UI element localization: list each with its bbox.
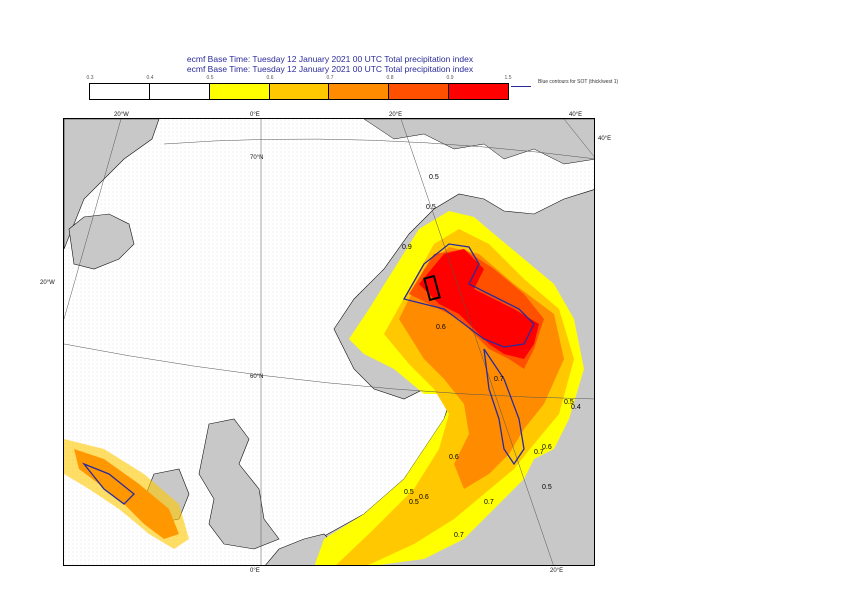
sot-legend-line xyxy=(511,86,531,87)
title-line-2: ecmf Base Time: Tuesday 12 January 2021 … xyxy=(186,64,474,74)
sot-legend-note: Blue contours for SOT (thick/west 1) xyxy=(538,79,619,85)
graticule xyxy=(64,119,594,565)
lon-label: 20°E xyxy=(550,568,564,574)
map-canvas: 0.5 0.6 0.7 0.5 0.6 0.7 0.5 0.6 0.4 0.5 … xyxy=(64,119,594,565)
contour-label: 0.5 xyxy=(404,489,414,496)
lon-label: 20°W xyxy=(114,112,129,118)
colorbar-tick: 0.8 xyxy=(386,75,394,81)
colorbar-segment xyxy=(389,84,450,99)
colorbar-tick: 0.6 xyxy=(266,75,274,81)
lon-label: 40°E xyxy=(569,112,583,118)
lon-label: 40°E xyxy=(598,136,612,142)
lon-label: 20°W xyxy=(40,280,55,286)
lat-label: 70°N xyxy=(250,155,264,161)
contour-label: 0.5 xyxy=(409,499,419,506)
lon-label: 0°E xyxy=(250,112,260,118)
contour-label: 0.4 xyxy=(571,404,581,411)
contour-label: 0.6 xyxy=(436,324,446,331)
contour-label: 0.5 xyxy=(564,399,574,406)
colorbar-tick: 1.5 xyxy=(504,75,512,81)
contour-label: 0.5 xyxy=(429,174,439,181)
contour-label: 0.6 xyxy=(542,444,552,451)
colorbar-segment xyxy=(269,84,330,99)
iceland-land xyxy=(68,213,135,270)
colorbar xyxy=(89,83,509,100)
colorbar-tick: 0.7 xyxy=(326,75,334,81)
colorbar-tick: 0.3 xyxy=(86,75,94,81)
contour-label: 0.6 xyxy=(419,494,429,501)
colorbar-tick: 0.4 xyxy=(146,75,154,81)
colorbar-tick: 0.5 xyxy=(206,75,214,81)
arctic-islands xyxy=(363,119,594,165)
contour-label: 0.7 xyxy=(494,376,504,383)
colorbar-segment xyxy=(90,84,150,99)
colorbar-segment xyxy=(209,84,270,99)
map-titles: ecmf Base Time: Tuesday 12 January 2021 … xyxy=(0,54,660,74)
region-box xyxy=(423,274,441,302)
colorbar-segment xyxy=(329,84,390,99)
map-panel: 0.5 0.6 0.7 0.5 0.6 0.7 0.5 0.6 0.4 0.5 … xyxy=(63,118,595,566)
lon-label: 20°E xyxy=(389,112,403,118)
contour-label: 0.7 xyxy=(484,499,494,506)
contour-label: 0.7 xyxy=(454,532,464,539)
title-line-1: ecmf Base Time: Tuesday 12 January 2021 … xyxy=(186,54,474,64)
colorbar-segment xyxy=(149,84,210,99)
colorbar-tick: 0.9 xyxy=(446,75,454,81)
contour-label: 0.9 xyxy=(402,244,412,251)
contour-label: 0.5 xyxy=(542,484,552,491)
great-britain-land xyxy=(198,418,280,550)
sot-contours xyxy=(81,243,535,505)
contour-label: 0.5 xyxy=(426,204,436,211)
lat-label: 60°N xyxy=(250,374,264,380)
contour-label: 0.6 xyxy=(449,454,459,461)
lon-label: 0°E xyxy=(250,568,260,574)
colorbar-segment xyxy=(449,84,509,99)
contour-label: 0.7 xyxy=(534,449,544,456)
europe-land xyxy=(265,533,335,565)
